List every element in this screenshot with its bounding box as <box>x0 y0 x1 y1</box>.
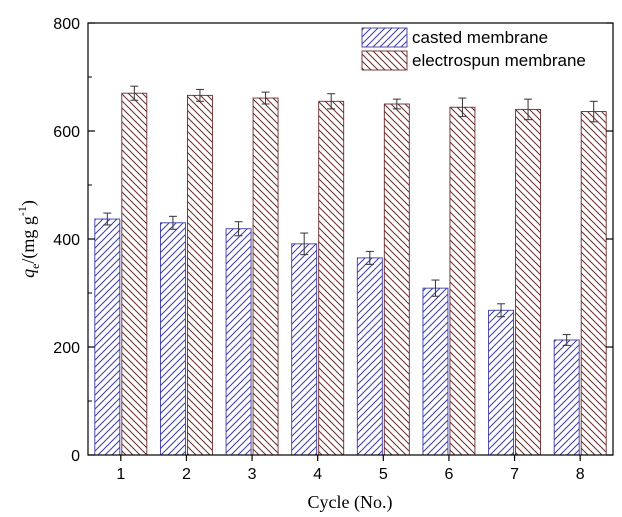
error-bar-casted-cycle-1 <box>103 212 112 226</box>
error-bar-electrospun-cycle-3 <box>261 91 270 105</box>
bar-casted-cycle-4 <box>291 243 318 456</box>
y-tick-label: 0 <box>71 448 80 465</box>
error-bar-casted-cycle-7 <box>497 303 506 318</box>
error-bar-electrospun-cycle-4 <box>327 93 336 110</box>
bar-electrospun-cycle-5 <box>383 103 410 456</box>
x-tick-label-3: 3 <box>248 466 257 483</box>
bar-electrospun-cycle-1 <box>121 92 148 456</box>
legend: casted membrane electrospun membrane <box>361 27 586 71</box>
bar-electrospun-cycle-4 <box>318 100 345 456</box>
y-axis: 0 200 400 600 800 <box>53 16 613 465</box>
error-bar-electrospun-cycle-8 <box>589 100 598 123</box>
bar-electrospun-cycle-8 <box>580 111 607 456</box>
bar-casted-cycle-1 <box>94 218 121 456</box>
error-bar-casted-cycle-4 <box>300 232 309 256</box>
x-tick-label-6: 6 <box>444 466 453 483</box>
error-bar-casted-cycle-8 <box>562 334 571 346</box>
y-axis-subscript: e <box>28 264 42 269</box>
legend-label-casted: casted membrane <box>412 28 548 47</box>
x-tick-label-1: 1 <box>116 466 125 483</box>
bar-electrospun-cycle-6 <box>449 106 476 456</box>
y-tick-label: 400 <box>53 232 80 249</box>
y-tick-label: 600 <box>53 124 80 141</box>
x-tick-label-5: 5 <box>379 466 388 483</box>
bar-casted-cycle-8 <box>553 339 580 456</box>
error-bar-casted-cycle-6 <box>431 279 440 297</box>
error-bar-electrospun-cycle-7 <box>524 98 533 121</box>
error-bar-electrospun-cycle-5 <box>392 98 401 110</box>
x-axis: 1 2 3 4 5 6 7 8 <box>116 455 585 483</box>
error-bar-casted-cycle-3 <box>234 221 243 237</box>
legend-label-electrospun: electrospun membrane <box>412 51 586 70</box>
bar-electrospun-cycle-7 <box>515 108 542 456</box>
y-axis-title: qe/(mg g-1) <box>15 200 42 278</box>
error-bar-electrospun-cycle-1 <box>130 85 139 101</box>
bar-group <box>94 92 607 456</box>
y-axis-superscript: -1 <box>15 206 29 216</box>
legend-swatch-casted <box>361 27 408 48</box>
bar-casted-cycle-5 <box>356 257 383 456</box>
legend-swatch-electrospun <box>361 50 408 71</box>
bar-casted-cycle-3 <box>225 228 252 456</box>
bar-casted-cycle-7 <box>488 309 515 456</box>
bar-casted-cycle-2 <box>159 222 186 456</box>
y-axis-symbol: q <box>18 269 38 278</box>
y-tick-label: 200 <box>53 340 80 357</box>
y-tick-label: 800 <box>53 16 80 33</box>
x-tick-label-2: 2 <box>182 466 191 483</box>
x-tick-label-7: 7 <box>510 466 519 483</box>
bar-electrospun-cycle-2 <box>186 94 213 456</box>
error-bar-casted-cycle-2 <box>168 215 177 230</box>
y-axis-unit: /(mg g <box>18 216 39 264</box>
y-axis-unit-close: ) <box>18 200 39 206</box>
x-tick-label-4: 4 <box>313 466 322 483</box>
x-tick-label-8: 8 <box>576 466 585 483</box>
error-bar-casted-cycle-5 <box>365 250 374 265</box>
error-bar-electrospun-cycle-2 <box>195 88 204 102</box>
error-bar-group <box>103 85 598 346</box>
error-bar-electrospun-cycle-6 <box>458 97 467 117</box>
x-axis-title: Cycle (No.) <box>308 492 393 513</box>
bar-electrospun-cycle-3 <box>252 97 279 456</box>
bar-casted-cycle-6 <box>422 287 449 456</box>
